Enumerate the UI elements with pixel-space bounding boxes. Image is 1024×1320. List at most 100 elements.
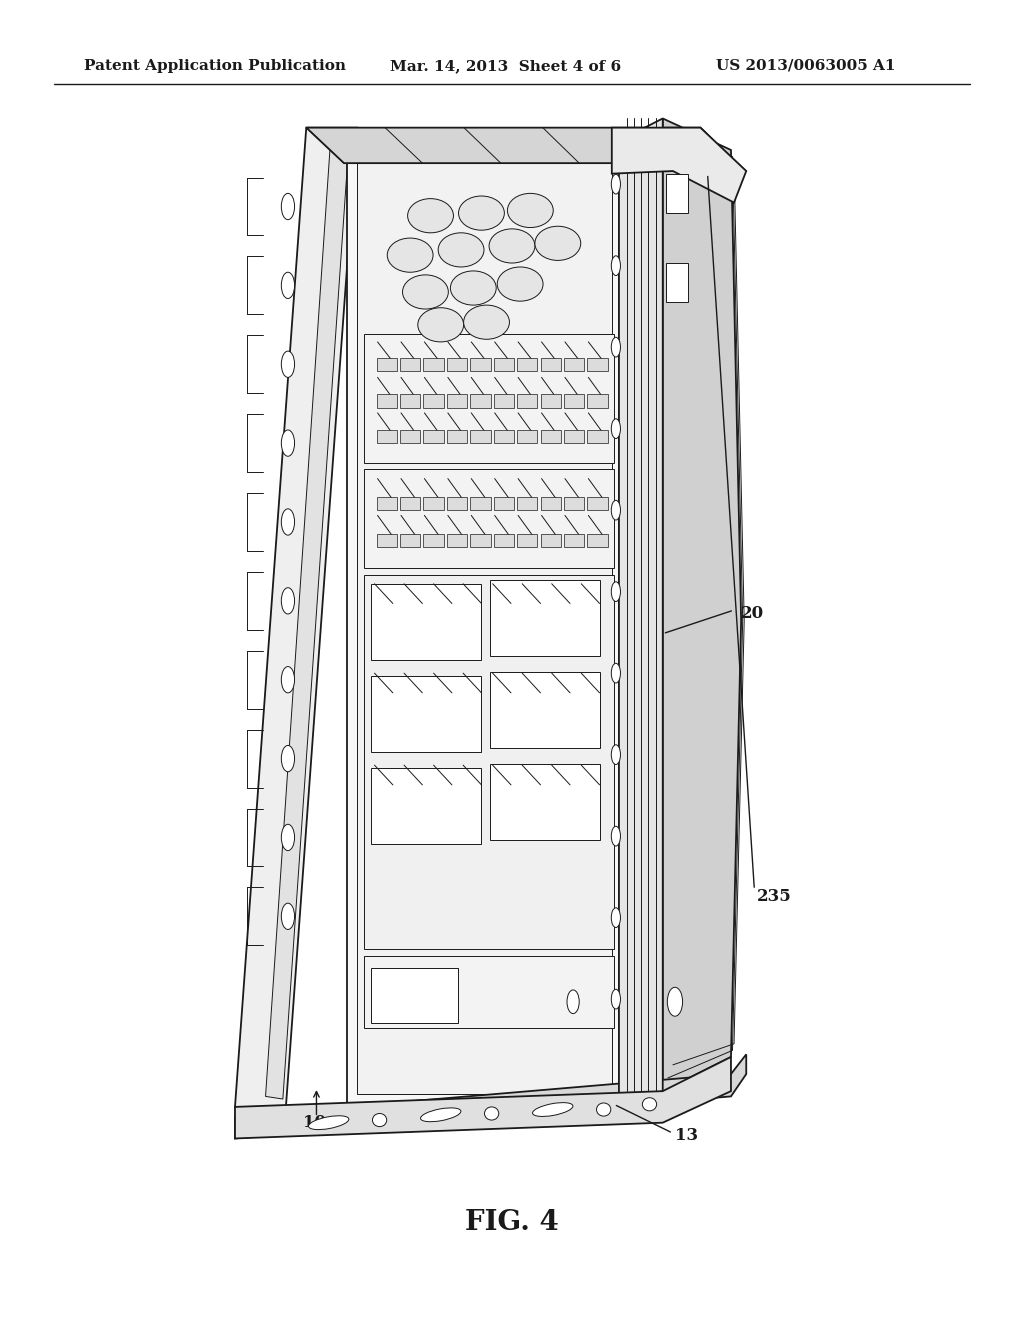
Ellipse shape xyxy=(464,305,510,339)
Text: 13: 13 xyxy=(675,1127,698,1144)
Ellipse shape xyxy=(282,508,295,535)
Ellipse shape xyxy=(451,271,497,305)
Bar xyxy=(423,430,443,444)
Ellipse shape xyxy=(489,228,535,263)
Ellipse shape xyxy=(373,1114,387,1127)
Bar xyxy=(588,498,607,510)
Polygon shape xyxy=(357,154,611,1094)
Ellipse shape xyxy=(611,418,621,438)
Bar xyxy=(666,263,688,302)
Bar xyxy=(517,395,538,408)
Ellipse shape xyxy=(508,193,553,227)
Bar xyxy=(446,395,467,408)
Bar xyxy=(564,430,585,444)
Ellipse shape xyxy=(642,1098,656,1111)
Ellipse shape xyxy=(535,226,581,260)
Text: 20: 20 xyxy=(741,606,764,623)
Bar xyxy=(446,498,467,510)
Ellipse shape xyxy=(282,903,295,929)
Bar xyxy=(517,358,538,371)
Polygon shape xyxy=(618,119,663,1105)
Polygon shape xyxy=(306,128,736,164)
Ellipse shape xyxy=(282,272,295,298)
Ellipse shape xyxy=(668,987,683,1016)
Ellipse shape xyxy=(282,746,295,772)
Polygon shape xyxy=(234,1055,746,1138)
Bar xyxy=(377,498,397,510)
Ellipse shape xyxy=(308,1115,349,1130)
Bar xyxy=(377,358,397,371)
Bar xyxy=(588,358,607,371)
Bar xyxy=(372,676,481,752)
Bar xyxy=(423,498,443,510)
Ellipse shape xyxy=(611,744,621,764)
Ellipse shape xyxy=(611,582,621,602)
Bar xyxy=(564,395,585,408)
Bar xyxy=(564,358,585,371)
Ellipse shape xyxy=(611,908,621,928)
Bar xyxy=(588,395,607,408)
Ellipse shape xyxy=(402,275,449,309)
Bar xyxy=(541,498,561,510)
Bar xyxy=(372,583,481,660)
Text: FIG. 4: FIG. 4 xyxy=(465,1209,559,1236)
Ellipse shape xyxy=(282,351,295,378)
Bar xyxy=(377,533,397,546)
Polygon shape xyxy=(365,574,613,949)
Bar xyxy=(372,968,458,1023)
Ellipse shape xyxy=(282,587,295,614)
Bar xyxy=(400,358,420,371)
Bar xyxy=(446,358,467,371)
Ellipse shape xyxy=(421,1107,461,1122)
Bar xyxy=(489,764,600,840)
Text: US 2013/0063005 A1: US 2013/0063005 A1 xyxy=(716,59,895,73)
Ellipse shape xyxy=(498,267,543,301)
Bar xyxy=(494,430,514,444)
Bar xyxy=(423,533,443,546)
Polygon shape xyxy=(365,470,613,568)
Ellipse shape xyxy=(282,667,295,693)
Ellipse shape xyxy=(438,232,484,267)
Bar xyxy=(470,498,490,510)
Bar xyxy=(470,395,490,408)
Polygon shape xyxy=(365,334,613,463)
Ellipse shape xyxy=(532,1102,572,1117)
Bar xyxy=(666,174,688,213)
Bar xyxy=(588,430,607,444)
Bar xyxy=(489,579,600,656)
Ellipse shape xyxy=(484,1107,499,1121)
Bar xyxy=(541,533,561,546)
Polygon shape xyxy=(611,128,746,202)
Ellipse shape xyxy=(611,256,621,276)
Ellipse shape xyxy=(387,238,433,272)
Ellipse shape xyxy=(408,198,454,232)
Bar xyxy=(400,430,420,444)
Bar xyxy=(517,498,538,510)
Ellipse shape xyxy=(282,824,295,850)
Ellipse shape xyxy=(611,826,621,846)
Bar xyxy=(400,395,420,408)
Ellipse shape xyxy=(611,989,621,1008)
Ellipse shape xyxy=(418,308,464,342)
Polygon shape xyxy=(265,139,349,1100)
Ellipse shape xyxy=(611,663,621,682)
Polygon shape xyxy=(347,141,618,1105)
Bar xyxy=(470,430,490,444)
Polygon shape xyxy=(365,956,613,1028)
Bar xyxy=(564,533,585,546)
Bar xyxy=(564,498,585,510)
Bar xyxy=(372,768,481,843)
Bar xyxy=(377,395,397,408)
Ellipse shape xyxy=(611,338,621,356)
Bar xyxy=(400,533,420,546)
Bar xyxy=(489,672,600,748)
Bar xyxy=(517,430,538,444)
Ellipse shape xyxy=(567,990,580,1014)
Text: Patent Application Publication: Patent Application Publication xyxy=(84,59,346,73)
Ellipse shape xyxy=(611,174,621,194)
Bar xyxy=(494,358,514,371)
Bar xyxy=(377,430,397,444)
Bar xyxy=(588,533,607,546)
Polygon shape xyxy=(663,119,741,1092)
Bar xyxy=(423,358,443,371)
